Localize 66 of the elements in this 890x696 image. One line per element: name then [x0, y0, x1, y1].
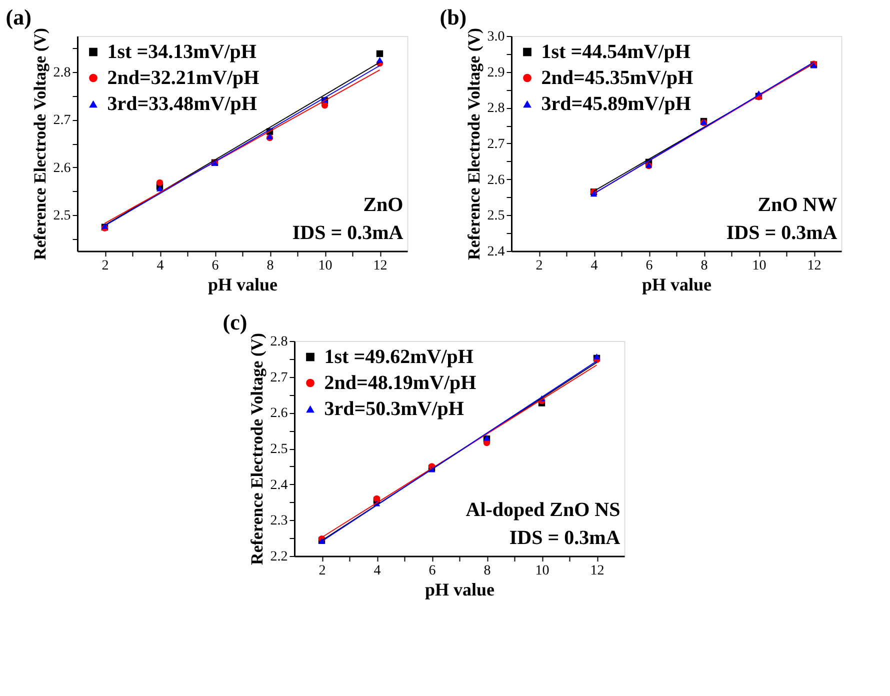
x-tick-label: 8	[266, 258, 274, 274]
x-tick-label: 4	[590, 258, 598, 274]
x-axis-title: pH value	[642, 274, 712, 294]
legend-label: 1st =34.13mV/pH	[107, 41, 257, 63]
x-tick-label: 8	[700, 258, 708, 274]
x-tick-label: 12	[807, 258, 822, 274]
y-tick-label: 2.6	[270, 406, 288, 422]
legend-label: 2nd=48.19mV/pH	[324, 372, 477, 394]
y-tick-label: 2.4	[270, 478, 288, 493]
y-tick-label: 2.2	[270, 550, 288, 564]
y-tick-label: 2.5	[487, 208, 505, 224]
x-tick-label: 6	[428, 564, 436, 578]
y-tick-label: 2.9	[487, 65, 505, 80]
chart-title: (b)	[440, 4, 467, 30]
x-axis-title: pH value	[424, 580, 495, 600]
y-axis-title: Reference Electrode Voltage (V)	[30, 28, 50, 260]
y-tick-label: 2.6	[53, 160, 71, 176]
chart-title: (c)	[222, 309, 248, 334]
y-tick-label: 2.7	[270, 370, 288, 386]
x-tick-label: 10	[535, 564, 550, 578]
y-tick-label: 2.5	[53, 208, 71, 224]
y-tick-label: 2.7	[487, 137, 505, 152]
x-tick-label: 2	[536, 258, 543, 274]
x-axis-title: pH value	[208, 274, 278, 294]
y-tick-label: 2.8	[53, 65, 71, 80]
annotation: ZnO	[363, 194, 404, 216]
legend-label: 1st =49.62mV/pH	[324, 346, 474, 368]
legend-label: 3rd=50.3mV/pH	[324, 398, 464, 420]
y-tick-label: 2.8	[270, 334, 288, 350]
y-tick-label: 2.7	[53, 113, 71, 128]
y-tick-label: 2.6	[487, 172, 505, 188]
x-tick-label: 2	[102, 258, 109, 274]
y-tick-label: 2.5	[270, 442, 288, 457]
annotation: IDS = 0.3mA	[292, 222, 404, 244]
chart-title: (a)	[6, 4, 32, 30]
x-tick-label: 6	[646, 258, 653, 274]
x-tick-label: 4	[374, 564, 381, 578]
y-axis-title: Reference Electrode Voltage (V)	[464, 28, 484, 260]
y-tick-label: 3.0	[487, 30, 505, 44]
point	[156, 186, 164, 192]
legend-label: 3rd=33.48mV/pH	[107, 93, 258, 115]
annotation: Al-doped ZnO NS	[466, 499, 620, 521]
point	[156, 179, 164, 186]
annotation: IDS = 0.3mA	[509, 527, 621, 549]
point	[376, 50, 384, 58]
x-tick-label: 10	[752, 258, 766, 274]
annotation: ZnO NW	[758, 194, 838, 216]
x-tick-label: 6	[212, 258, 219, 274]
point	[593, 354, 600, 360]
legend-label: 2nd=32.21mV/pH	[107, 67, 260, 89]
y-axis-title: Reference Electrode Voltage (V)	[247, 332, 266, 566]
x-tick-label: 10	[318, 258, 332, 274]
y-tick-label: 2.8	[487, 101, 505, 116]
legend-label: 1st =44.54mV/pH	[541, 41, 691, 63]
point	[376, 56, 384, 63]
legend-label: 3rd=45.89mV/pH	[541, 93, 692, 115]
x-tick-label: 12	[373, 258, 388, 274]
x-tick-label: 4	[156, 258, 164, 274]
x-tick-label: 12	[590, 564, 604, 578]
annotation: IDS = 0.3mA	[726, 222, 838, 244]
y-tick-label: 2.3	[270, 514, 288, 529]
x-tick-label: 2	[318, 564, 326, 578]
y-tick-label: 2.4	[487, 244, 505, 260]
point	[321, 102, 328, 109]
x-tick-label: 8	[484, 564, 491, 578]
legend-label: 2nd=45.35mV/pH	[541, 67, 694, 89]
